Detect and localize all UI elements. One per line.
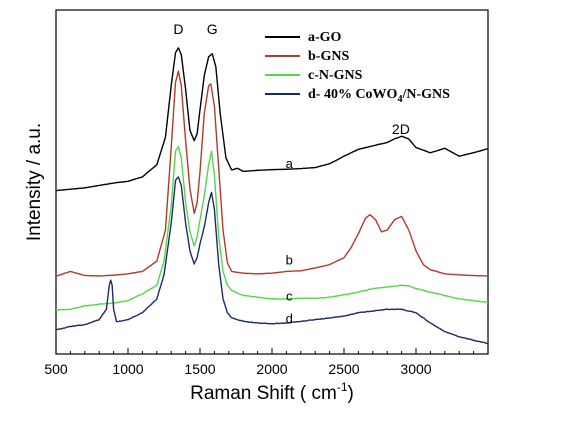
peak-label: D bbox=[173, 21, 183, 37]
curve-label-d: d bbox=[286, 311, 293, 326]
x-axis-title-end: ) bbox=[348, 383, 354, 404]
series-line-c bbox=[55, 145, 489, 311]
curves bbox=[55, 47, 489, 345]
y-axis-title: Intensity / a.u. bbox=[24, 123, 45, 241]
curve-labels: a b cd bbox=[286, 156, 294, 326]
x-axis-title-main: Raman Shift ( cm bbox=[190, 383, 337, 404]
x-tick-label: 2000 bbox=[256, 361, 287, 377]
plot-area: 500 1000 1500 2000 2500 3000 D G 2D a b cd bbox=[44, 9, 489, 377]
x-tick-label: 1000 bbox=[112, 361, 143, 377]
peak-label: G bbox=[207, 21, 218, 37]
x-axis-title: Raman Shift ( cm-1) bbox=[190, 380, 354, 404]
curve-label-c: c bbox=[286, 289, 293, 304]
legend-entry-b: b-GNS bbox=[308, 49, 349, 64]
x-axis-ticks: 500 1000 1500 2000 2500 3000 bbox=[44, 348, 489, 377]
x-tick-label: 500 bbox=[44, 361, 68, 377]
legend-entry-d: d- 40% CoWO4/N-GNS bbox=[308, 87, 450, 105]
series-line-b bbox=[55, 70, 489, 277]
x-tick-label: 1500 bbox=[184, 361, 215, 377]
peak-label: 2D bbox=[392, 121, 410, 137]
x-axis-title-sup: -1 bbox=[337, 380, 348, 394]
legend-entry-a: a-GO bbox=[308, 30, 342, 45]
series-line-d bbox=[55, 176, 489, 345]
curve-label-a: a bbox=[286, 156, 294, 171]
x-tick-label: 2500 bbox=[328, 361, 359, 377]
series-line-a bbox=[55, 47, 489, 192]
curve-label-b: b bbox=[286, 253, 293, 268]
legend-entry-c: c-N-GNS bbox=[308, 68, 363, 83]
legend: a-GO b-GNS c-N-GNS d- 40% CoWO4/N-GNS bbox=[265, 30, 450, 105]
x-tick-label: 3000 bbox=[400, 361, 431, 377]
peak-labels: D G 2D bbox=[173, 21, 409, 137]
